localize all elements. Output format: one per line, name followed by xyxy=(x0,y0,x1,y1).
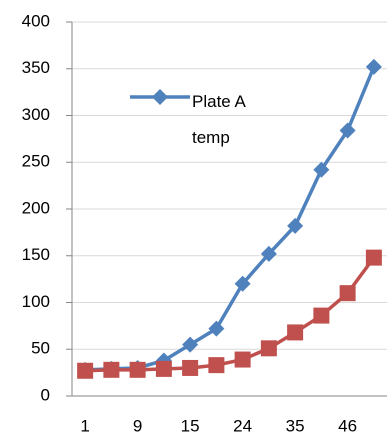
point xyxy=(260,245,277,262)
y-tick-label: 350 xyxy=(22,58,50,77)
series-line xyxy=(85,256,376,373)
y-tick-label: 300 xyxy=(22,105,50,124)
y-tick-label: 0 xyxy=(41,385,50,404)
x-tick-label: 35 xyxy=(286,416,305,435)
x-tick-label: 1 xyxy=(80,416,89,435)
x-tick-label: 15 xyxy=(181,416,200,435)
point xyxy=(339,122,356,139)
y-tick-label: 150 xyxy=(22,245,50,264)
point xyxy=(313,307,330,324)
point xyxy=(260,340,277,357)
y-tick-label: 100 xyxy=(22,292,50,311)
point xyxy=(155,360,172,377)
point xyxy=(339,285,356,302)
legend-marker xyxy=(152,89,168,105)
y-tick-label: 250 xyxy=(22,152,50,171)
point xyxy=(208,357,225,374)
point xyxy=(182,336,199,353)
legend-label: Plate A temp xyxy=(192,92,245,147)
point xyxy=(208,320,225,337)
x-tick-label: 46 xyxy=(338,416,357,435)
point xyxy=(182,359,199,376)
point xyxy=(365,58,382,75)
y-tick-label: 200 xyxy=(22,198,50,217)
y-tick-label: 400 xyxy=(22,11,50,30)
point xyxy=(234,275,251,292)
point xyxy=(103,361,120,378)
point xyxy=(234,351,251,368)
point xyxy=(313,161,330,178)
point xyxy=(287,324,304,341)
point xyxy=(129,361,146,378)
x-tick-label: 9 xyxy=(133,416,142,435)
point xyxy=(287,217,304,234)
y-tick-label: 50 xyxy=(31,339,50,358)
x-tick-label: 24 xyxy=(233,416,252,435)
point xyxy=(77,362,94,379)
point xyxy=(365,249,382,266)
